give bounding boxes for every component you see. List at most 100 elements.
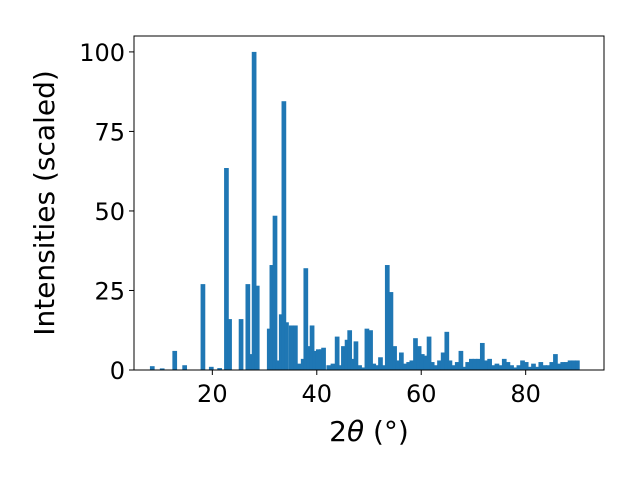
bar (433, 365, 439, 370)
bar (426, 336, 432, 370)
bar (440, 352, 446, 370)
bar (254, 285, 260, 370)
plot-frame (133, 35, 605, 371)
bar (200, 284, 206, 370)
bar (312, 350, 318, 370)
bar (269, 265, 275, 370)
bar (501, 358, 507, 370)
bar (531, 363, 536, 370)
bar (542, 365, 547, 370)
bar (556, 363, 562, 370)
bar (378, 357, 383, 370)
bar (353, 341, 359, 370)
bar (172, 350, 178, 370)
bar (384, 265, 390, 370)
bar (564, 362, 569, 370)
bar (437, 360, 442, 370)
bar (381, 365, 387, 370)
bar (549, 362, 555, 370)
bar (224, 168, 229, 370)
bar (429, 362, 435, 370)
bar (469, 358, 474, 370)
bar (248, 354, 254, 370)
bar (321, 347, 326, 370)
bar (509, 365, 514, 370)
bar (251, 51, 257, 371)
bar (560, 362, 566, 370)
y-tick-label: 25 (94, 277, 125, 305)
y-tick-label: 50 (94, 198, 125, 226)
bar (315, 349, 321, 370)
bar (534, 366, 540, 370)
bar (392, 346, 397, 370)
bar (374, 365, 380, 370)
bar (575, 360, 580, 370)
bar (490, 365, 496, 370)
bar (465, 362, 471, 370)
bar (527, 366, 533, 370)
bar (444, 331, 450, 370)
y-tick-label: 100 (79, 39, 125, 67)
bar (423, 355, 429, 370)
bar (350, 358, 356, 370)
bar (454, 362, 460, 370)
bar (571, 360, 577, 370)
x-axis-title: 2θ (°) (329, 415, 409, 448)
bar (419, 354, 425, 370)
bar (498, 365, 503, 370)
y-axis-ticks: 0 25 50 75 100 (79, 39, 134, 385)
bar (360, 367, 366, 370)
bar (487, 358, 492, 370)
plot-background (134, 36, 604, 370)
bar (284, 322, 289, 370)
bar (388, 292, 394, 370)
bar (245, 284, 251, 370)
bar (288, 325, 294, 370)
bar (326, 365, 332, 370)
bar (516, 365, 522, 370)
bar (567, 360, 573, 370)
bar (227, 319, 232, 370)
bar-series (149, 51, 580, 371)
bar (538, 362, 544, 370)
bar (451, 365, 456, 370)
bar (368, 330, 373, 370)
bar (409, 360, 415, 370)
bar (494, 363, 500, 370)
bar (296, 363, 302, 370)
bar (281, 101, 287, 371)
bar (275, 360, 281, 370)
bar (447, 360, 453, 370)
bar (399, 352, 404, 370)
bar (357, 365, 362, 370)
bar (476, 358, 482, 370)
bar (330, 363, 336, 370)
y-axis-title: Intensities (scaled) (28, 70, 61, 336)
bar (266, 328, 272, 370)
bar (545, 365, 551, 370)
bar (303, 268, 309, 370)
bar (364, 328, 370, 370)
bar (272, 215, 278, 370)
bar (458, 350, 464, 370)
bar (182, 365, 188, 370)
x-tick-label: 80 (510, 380, 541, 408)
bar (278, 314, 284, 370)
bar (238, 319, 244, 370)
bar (293, 325, 298, 370)
y-tick-label: 75 (94, 118, 125, 146)
bar (520, 360, 525, 370)
bar (208, 366, 214, 370)
bar (309, 325, 315, 370)
bar (159, 368, 165, 370)
bar (300, 358, 306, 370)
bar (334, 336, 340, 370)
bar (306, 346, 311, 370)
bar (462, 366, 467, 370)
x-axis-ticks: 20 40 60 80 (197, 370, 541, 408)
bar (472, 358, 478, 370)
bar (553, 354, 558, 370)
bar (347, 330, 353, 370)
bar (337, 365, 343, 370)
